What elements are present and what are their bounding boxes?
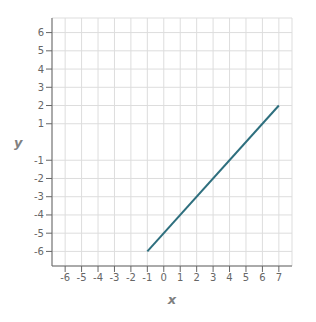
svg-text:0: 0 (161, 272, 167, 283)
svg-text:-2: -2 (34, 173, 44, 184)
svg-text:1: 1 (38, 118, 44, 129)
svg-text:y: y (14, 135, 23, 150)
svg-text:5: 5 (243, 272, 249, 283)
svg-text:6: 6 (38, 27, 44, 38)
svg-text:4: 4 (226, 272, 232, 283)
svg-text:7: 7 (276, 272, 282, 283)
svg-text:-5: -5 (34, 228, 44, 239)
svg-text:-6: -6 (34, 246, 44, 257)
svg-text:-4: -4 (34, 209, 44, 220)
svg-text:2: 2 (38, 100, 44, 111)
svg-text:-4: -4 (93, 272, 103, 283)
svg-text:3: 3 (38, 82, 44, 93)
svg-text:4: 4 (38, 64, 44, 75)
svg-text:2: 2 (193, 272, 199, 283)
svg-text:-3: -3 (34, 191, 44, 202)
svg-text:5: 5 (38, 45, 44, 56)
svg-text:-6: -6 (60, 272, 70, 283)
svg-text:-1: -1 (142, 272, 152, 283)
svg-text:-2: -2 (126, 272, 136, 283)
svg-text:6: 6 (259, 272, 265, 283)
svg-text:-3: -3 (109, 272, 119, 283)
svg-text:3: 3 (210, 272, 216, 283)
svg-text:-5: -5 (77, 272, 87, 283)
svg-text:x: x (167, 292, 177, 307)
svg-text:1: 1 (177, 272, 183, 283)
svg-text:-1: -1 (34, 155, 44, 166)
